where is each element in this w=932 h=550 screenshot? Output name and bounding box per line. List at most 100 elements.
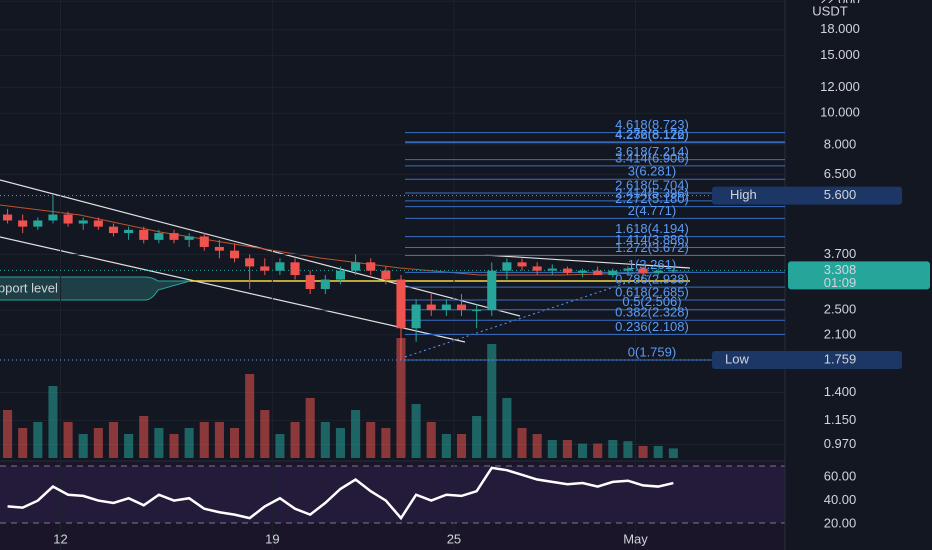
y-tick-label: 2.500	[824, 302, 857, 317]
volume-bar	[653, 446, 663, 458]
support-callout	[0, 276, 191, 301]
volume-bar	[472, 416, 482, 458]
fib-label: 3.618(7.214)	[615, 144, 689, 159]
candle-body	[199, 236, 209, 247]
fib-label: 4.236(8.122)	[615, 127, 689, 142]
volume-bar	[562, 440, 572, 458]
volume-bar	[184, 428, 194, 458]
volume-bar	[578, 443, 588, 458]
candle-body	[396, 279, 406, 329]
volume-bar	[320, 422, 330, 458]
currency: USDT	[812, 3, 847, 18]
high-box	[712, 186, 902, 205]
volume-bar	[214, 422, 224, 458]
candle-body	[411, 304, 421, 329]
candle-body	[275, 262, 285, 271]
volume-bar	[547, 440, 557, 458]
candle-body	[214, 246, 224, 251]
volume-bar	[290, 422, 300, 458]
low-text: Low	[725, 351, 749, 366]
rsi-tick-label: 20.00	[824, 515, 857, 530]
candle-body	[3, 214, 13, 221]
volume-bar	[48, 386, 58, 458]
rsi-band	[0, 466, 785, 523]
volume-bar	[154, 428, 164, 458]
candle-body	[593, 270, 603, 276]
rsi-line	[7, 466, 674, 521]
candle-body	[290, 262, 300, 276]
fib-label: 0.382(2.328)	[615, 305, 689, 320]
y-tick-label: 10.000	[820, 105, 860, 120]
fib-label: 2(4.771)	[628, 203, 676, 218]
candle-body	[33, 220, 43, 227]
candle-body	[169, 233, 179, 240]
volume-bar	[335, 428, 345, 458]
candle-body	[320, 279, 330, 290]
fib-label: 0.786(2.938)	[615, 272, 689, 287]
volume-bar	[366, 422, 376, 458]
volume-bar	[396, 338, 406, 458]
candle-body	[547, 268, 557, 271]
volume-bar	[78, 434, 88, 458]
candle-body	[578, 270, 588, 273]
y-tick-label: 8.000	[824, 136, 857, 151]
volume-bar	[124, 434, 134, 458]
volume-bar	[245, 374, 255, 458]
rsi-tick-label: 60.00	[824, 469, 857, 484]
candle-body	[366, 262, 376, 271]
volume-bar	[411, 404, 421, 458]
fib-label: 1.618(4.194)	[615, 221, 689, 236]
fib-label: 2.414(5.396)	[615, 185, 689, 200]
volume-bar	[441, 434, 451, 458]
volume-bar	[63, 422, 73, 458]
candle-body	[456, 304, 467, 311]
volume-bar	[139, 416, 149, 458]
high-text: High	[730, 187, 757, 202]
candle-body	[623, 268, 633, 271]
fib-label: 0.236(2.108)	[615, 319, 689, 334]
y-tick-label: 15.000	[820, 47, 860, 62]
volume-bar	[638, 446, 648, 458]
candle-body	[472, 310, 482, 312]
last-label: 3.308	[824, 262, 857, 277]
x-tick-label: 12	[53, 531, 67, 546]
annotation: Support level	[0, 280, 58, 295]
last-box	[788, 261, 930, 290]
high-label: 5.600	[824, 187, 857, 202]
fib-label: 0.618(2.685)	[615, 284, 689, 299]
volume-bar	[381, 428, 391, 458]
volume-bar	[351, 410, 361, 458]
candle-body	[335, 270, 345, 280]
fib-label: 0(1.759)	[628, 344, 676, 359]
x-tick-label: May	[623, 531, 648, 546]
candle-body	[184, 236, 194, 240]
trend-line	[484, 254, 691, 269]
x-tick-label: 19	[265, 531, 279, 546]
candle-body	[502, 262, 512, 271]
volume-bar	[517, 428, 527, 458]
y-tick-label: 12.000	[820, 79, 860, 94]
candle-body	[608, 270, 618, 276]
low-box	[712, 351, 902, 370]
candle-body	[532, 266, 542, 271]
candle-body	[562, 268, 572, 273]
volume-bar	[108, 422, 119, 458]
candle-body	[426, 304, 436, 311]
volume-bar	[18, 428, 28, 458]
y-tick-label: 0.970	[824, 436, 857, 451]
volume-bar	[260, 410, 270, 458]
volume-bar	[456, 434, 467, 458]
candle-body	[668, 270, 678, 272]
candle-body	[260, 266, 270, 271]
volume-bar	[426, 422, 436, 458]
fib-trend	[404, 274, 651, 358]
volume-bar	[229, 428, 240, 458]
countdown: 01:09	[824, 275, 857, 290]
volume-bar	[487, 344, 497, 458]
rsi-tick-label: 40.00	[824, 492, 857, 507]
volume-bar	[275, 434, 285, 458]
candle-body	[351, 262, 361, 271]
fib-label: 0.5(2.506)	[622, 294, 681, 309]
volume-bar	[608, 440, 618, 458]
